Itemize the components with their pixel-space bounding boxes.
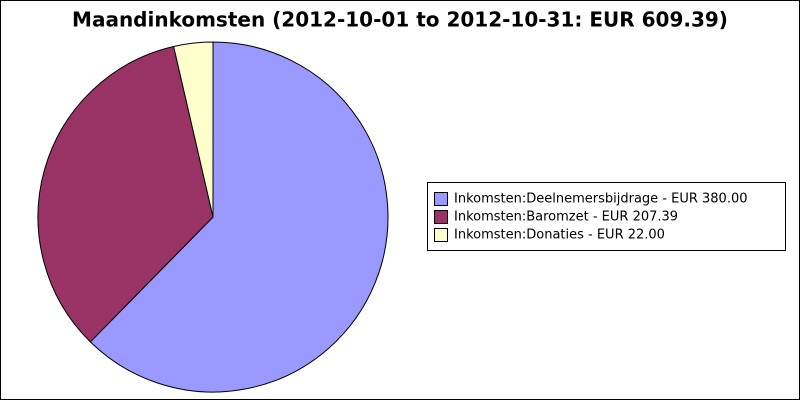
legend-entries: Inkomsten:Deelnemersbijdrage - EUR 380.0… xyxy=(434,192,748,243)
legend-label: Inkomsten:Donaties - EUR 22.00 xyxy=(454,228,665,243)
legend: Inkomsten:Deelnemersbijdrage - EUR 380.0… xyxy=(427,182,786,251)
legend-swatch xyxy=(434,192,448,206)
pie-slice xyxy=(37,45,214,343)
legend-swatch xyxy=(434,210,448,224)
pie-slice xyxy=(173,41,214,218)
legend-label: Inkomsten:Baromzet - EUR 207.39 xyxy=(454,210,678,225)
legend-box xyxy=(427,182,786,251)
legend-swatch xyxy=(434,228,448,242)
legend-label: Inkomsten:Deelnemersbijdrage - EUR 380.0… xyxy=(454,192,748,207)
chart-title: Maandinkomsten (2012-10-01 to 2012-10-31… xyxy=(72,8,728,32)
pie-slice xyxy=(89,41,389,393)
pie xyxy=(37,41,389,393)
